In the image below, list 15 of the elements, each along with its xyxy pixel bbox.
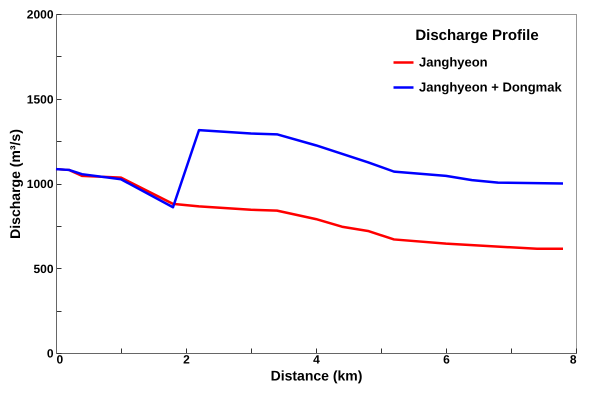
- legend-label: Janghyeon + Dongmak: [419, 80, 562, 94]
- y-axis-title: Discharge (m³/s): [6, 129, 23, 239]
- x-tick-label: 0: [56, 352, 64, 366]
- legend-title: Discharge Profile: [415, 27, 539, 44]
- y-tick-label: 1000: [26, 177, 54, 191]
- x-tick-label: 6: [443, 352, 450, 366]
- y-tick-label: 1500: [26, 92, 54, 106]
- x-axis-title: Distance (km): [270, 368, 362, 384]
- x-tick-label: 4: [313, 352, 320, 366]
- y-tick-label: 500: [33, 262, 54, 276]
- line-series: [54, 128, 564, 208]
- legend-label: Janghyeon: [419, 54, 488, 70]
- y-tick-label: 2000: [26, 8, 54, 22]
- x-tick-label: 2: [183, 352, 190, 366]
- x-tick-label: 8: [570, 352, 577, 366]
